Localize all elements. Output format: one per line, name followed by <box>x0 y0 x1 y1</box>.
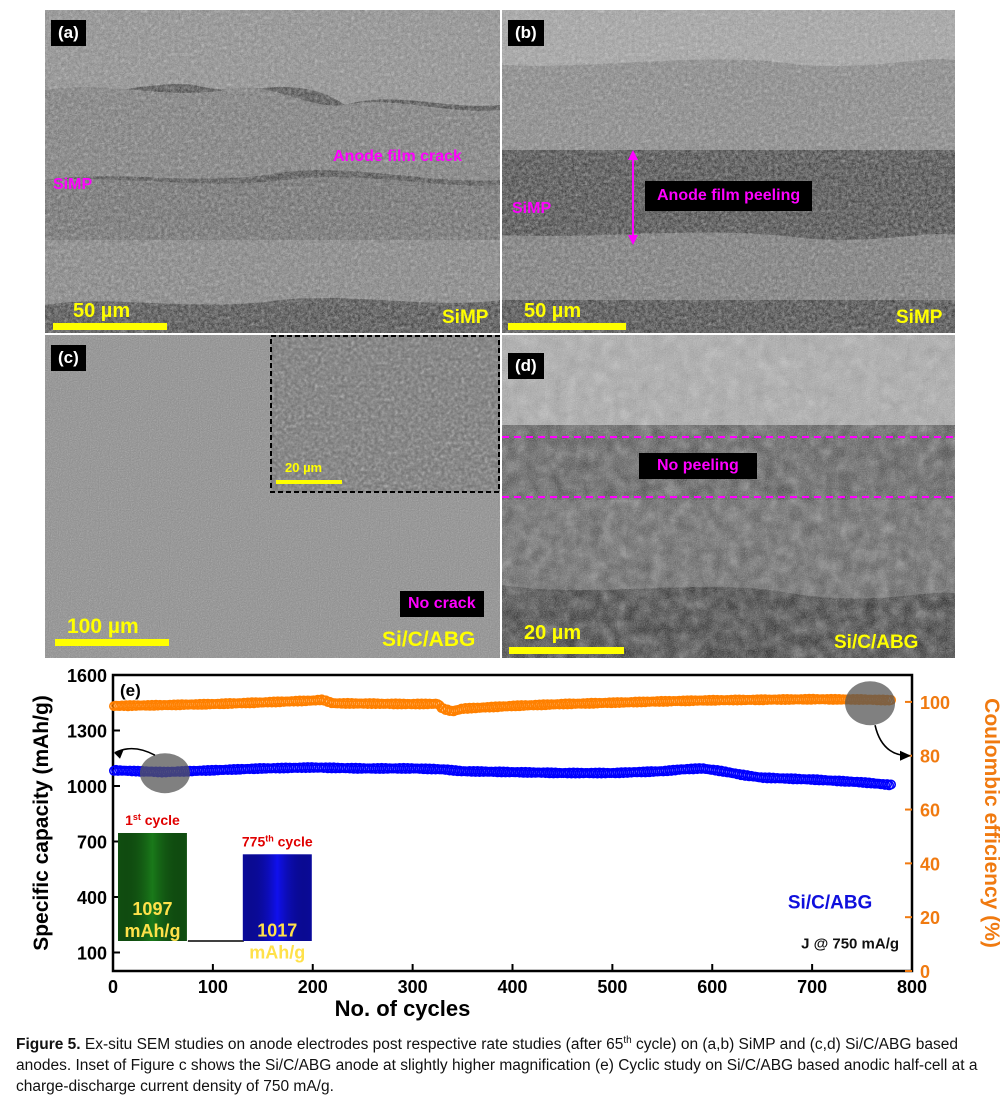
scale-bar-a <box>53 323 167 330</box>
inset-scale-bar <box>276 480 342 484</box>
inset-cycle-label: 1st cycle <box>125 812 180 828</box>
x-tick-label: 400 <box>497 977 527 997</box>
sample-label-c: Si/C/ABG <box>382 628 476 651</box>
peeling-arrow-top <box>628 150 638 160</box>
capacity-highlight-ellipse <box>139 753 190 794</box>
panel-label-a: (a) <box>51 20 86 46</box>
y-left-tick-label: 1600 <box>67 666 107 686</box>
y-right-tick-label: 40 <box>920 854 940 874</box>
inset-value-label: 1097 <box>132 899 172 919</box>
inset-value-label: 1017 <box>257 920 297 940</box>
y-left-axis-label: Specific capacity (mAh/g) <box>30 695 53 951</box>
sample-label-d: Si/C/ABG <box>834 632 919 653</box>
efficiency-arrowhead <box>900 750 911 761</box>
x-tick-label: 300 <box>398 977 428 997</box>
sem-image-d <box>502 335 955 658</box>
x-tick-label: 600 <box>697 977 727 997</box>
sample-label-b: SiMP <box>896 307 943 328</box>
no-crack-annotation: No crack <box>400 591 484 617</box>
series-efficiency <box>108 693 897 717</box>
inset-unit-label: mAh/g <box>249 942 305 962</box>
scale-text-c: 100 µm <box>67 615 139 638</box>
scale-bar-d <box>509 647 624 654</box>
current-density-label: J @ 750 mA/g <box>801 936 899 953</box>
panel-label-b: (b) <box>508 20 544 46</box>
caption-text-2: cycle) on (a,b) SiMP and (c,d) Si/C/ABG … <box>16 1036 978 1096</box>
sem-panel-d: (d) No peeling 20 µm Si/C/ABG <box>502 335 955 658</box>
sem-panel-c: (c) 20 µm No crack 100 µm Si/C/ABG <box>45 335 500 658</box>
sem-image-a <box>45 10 500 333</box>
inset-bar-shade <box>242 854 312 941</box>
scale-text-d: 20 µm <box>524 622 582 644</box>
caption-text-1: Ex-situ SEM studies on anode electrodes … <box>80 1036 624 1054</box>
x-axis-label: No. of cycles <box>335 996 471 1021</box>
scale-bar-b <box>508 323 626 330</box>
y-left-tick-label: 400 <box>77 888 107 908</box>
efficiency-arrow <box>874 725 910 757</box>
data-point <box>886 779 897 790</box>
capacity-arrowhead <box>114 748 124 759</box>
scale-text-a: 50 µm <box>73 300 131 322</box>
y-right-tick-label: 20 <box>920 908 940 928</box>
y-left-tick-label: 100 <box>77 944 107 964</box>
x-tick-label: 800 <box>897 977 927 997</box>
cycling-chart: 0 100 200 300 400 500 600 700 800100400700100013… <box>30 666 1000 1021</box>
inset-cycle-label: 775th cycle <box>242 833 313 849</box>
y-left-tick-label: 1300 <box>67 722 107 742</box>
x-tick-label: 500 <box>597 977 627 997</box>
y-right-axis-label: Coulombic efficiency (%) <box>980 698 1000 948</box>
figure-caption: Figure 5. Ex-situ SEM studies on anode e… <box>16 1030 986 1097</box>
plot-frame <box>111 673 914 973</box>
crack-annotation: Anode film crack <box>333 148 462 165</box>
x-tick-label: 0 <box>108 977 118 997</box>
series-capacity <box>108 762 897 791</box>
y-left-tick-label: 700 <box>77 833 107 853</box>
y-right-tick-label: 60 <box>920 801 940 821</box>
no-peeling-annotation: No peeling <box>639 453 757 479</box>
panel-label-e: (e) <box>120 681 141 700</box>
sample-legend: Si/C/ABG <box>788 892 872 913</box>
peeling-annotation: Anode film peeling <box>645 181 813 211</box>
inset-unit-label: mAh/g <box>124 921 180 941</box>
simp-label-a: SiMP <box>53 176 93 193</box>
sem-panel-a: (a) SiMP Anode film crack 50 µm SiMP <box>45 10 500 333</box>
sem-panel-b: (b) SiMP Anode film peeling 50 µm SiMP <box>502 10 955 333</box>
x-tick-label: 200 <box>298 977 328 997</box>
y-right-tick-label: 0 <box>920 962 930 982</box>
scale-bar-c <box>55 639 169 646</box>
inset-scale-text: 20 µm <box>285 460 323 475</box>
y-right-tick-label: 100 <box>920 693 950 713</box>
sample-label-a: SiMP <box>442 307 489 328</box>
panel-label-c: (c) <box>51 345 86 371</box>
caption-figure-label: Figure 5. <box>16 1036 81 1054</box>
sem-image-b <box>502 10 955 333</box>
y-right-tick-label: 80 <box>920 747 940 767</box>
peeling-arrow-bottom <box>628 235 638 245</box>
y-left-tick-label: 1000 <box>67 777 107 797</box>
scale-text-b: 50 µm <box>524 300 582 322</box>
caption-superscript: th <box>623 1035 632 1046</box>
x-tick-label: 700 <box>797 977 827 997</box>
sem-image-c <box>45 335 500 658</box>
efficiency-highlight-ellipse <box>845 681 896 726</box>
simp-label-b: SiMP <box>512 200 552 217</box>
inset-bar-shade <box>117 832 187 941</box>
panel-label-d: (d) <box>508 353 544 379</box>
x-tick-label: 100 <box>198 977 228 997</box>
